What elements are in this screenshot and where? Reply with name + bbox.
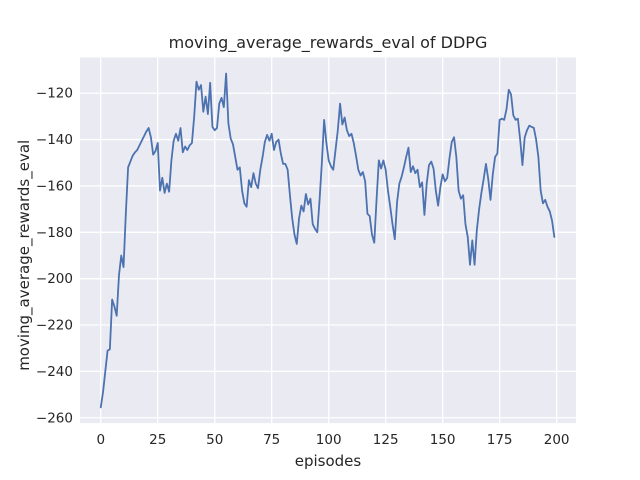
y-tick-label: −220 <box>36 318 73 334</box>
x-axis-tick-labels: 0 25 50 75 100 125 150 175 200 <box>96 432 569 448</box>
y-tick-label: −140 <box>36 132 73 148</box>
x-tick-label: 0 <box>96 432 105 448</box>
y-tick-label: −180 <box>36 225 73 241</box>
x-tick-label: 200 <box>544 432 570 448</box>
x-tick-label: 75 <box>263 432 280 448</box>
x-axis-label: episodes <box>295 452 362 470</box>
y-tick-label: −120 <box>36 86 73 102</box>
reward-line-series <box>99 72 556 409</box>
y-axis-label: moving_average_rewards_eval <box>15 140 34 371</box>
x-tick-label: 100 <box>316 432 342 448</box>
x-tick-label: 175 <box>487 432 513 448</box>
chart-title: moving_average_rewards_eval of DDPG <box>169 33 488 53</box>
y-tick-label: −160 <box>36 178 73 194</box>
x-tick-label: 50 <box>206 432 223 448</box>
y-tick-label: −200 <box>36 271 73 287</box>
x-tick-label: 25 <box>149 432 166 448</box>
x-tick-label: 150 <box>430 432 456 448</box>
y-tick-label: −260 <box>36 410 73 426</box>
y-axis-tick-labels: −120 −140 −160 −180 −200 −220 −240 −260 <box>36 86 73 427</box>
y-tick-label: −240 <box>36 364 73 380</box>
x-tick-label: 125 <box>373 432 399 448</box>
plot-area <box>80 57 576 424</box>
